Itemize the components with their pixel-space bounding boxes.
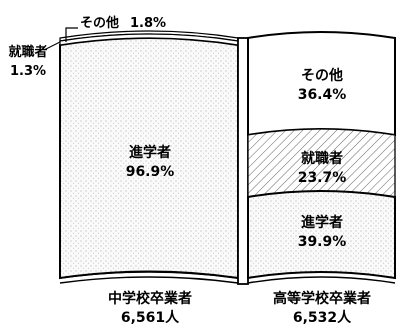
bar-segment-高等学校卒業者-進学者	[247, 190, 396, 280]
label-高等学校卒業者-進学者-name: 進学者	[301, 214, 343, 231]
callout-line-その他	[65, 27, 78, 42]
right-page	[247, 31, 396, 284]
category-label-高等学校卒業者: 高等学校卒業者	[273, 290, 371, 307]
category-label-中学校卒業者: 中学校卒業者	[108, 290, 192, 307]
book-spine	[237, 37, 249, 285]
label-中学校卒業者-その他-value: 1.8%	[130, 16, 166, 31]
label-高等学校卒業者-就職者-value: 23.7%	[298, 170, 347, 186]
label-中学校卒業者-その他-name: その他	[80, 15, 119, 31]
label-中学校卒業者-就職者-value: 1.3%	[10, 64, 46, 79]
label-高等学校卒業者-進学者-value: 39.9%	[298, 234, 347, 250]
category-total-高等学校卒業者: 6,532人	[293, 309, 352, 326]
label-中学校卒業者-就職者-name: 就職者	[8, 44, 47, 60]
callout-line-就職者	[43, 41, 61, 51]
label-中学校卒業者-進学者-value: 96.9%	[126, 164, 175, 180]
label-中学校卒業者-進学者-name: 進学者	[129, 144, 171, 161]
label-高等学校卒業者-その他-value: 36.4%	[298, 87, 347, 103]
category-total-中学校卒業者: 6,561人	[121, 309, 180, 326]
label-高等学校卒業者-その他-name: その他	[301, 67, 343, 84]
label-高等学校卒業者-就職者-name: 就職者	[301, 150, 343, 167]
